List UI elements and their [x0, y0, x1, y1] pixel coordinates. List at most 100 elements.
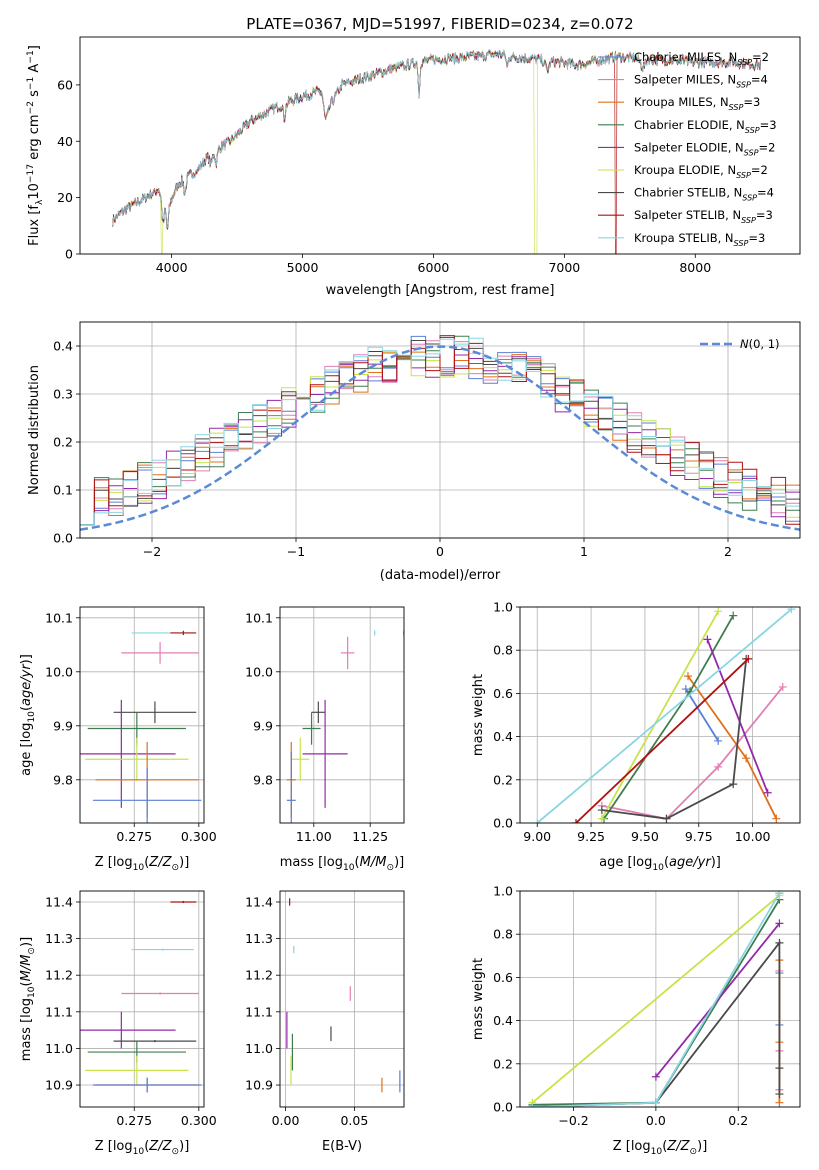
legend-entry: Chabrier ELODIE, NSSP=3: [634, 118, 777, 135]
errorbars: [80, 900, 202, 1093]
text-part: mass [log: [19, 998, 34, 1061]
x-tick-label: 0.0: [646, 1113, 666, 1128]
y-tick-label: 0.1: [53, 483, 73, 498]
y-tick-label: 0.8: [493, 643, 513, 658]
text-part: Kroupa STELIB, N: [634, 231, 734, 245]
legend-entry: Chabrier STELIB, NSSP=4: [634, 186, 774, 203]
y-axis-label: Flux [fλ10−17 erg cm−2 s−1 A−1]: [26, 45, 45, 246]
text-part: )]: [19, 654, 34, 664]
text-part: M/M: [19, 955, 34, 982]
weight-series-line: [601, 610, 719, 820]
y-tick-label: 11.0: [245, 1041, 273, 1056]
y-tick-label: 10.9: [245, 1078, 273, 1093]
y-axis-label: Normed distribution: [27, 365, 42, 495]
text-part: λ: [35, 199, 45, 205]
text-part: ⊙: [172, 1147, 180, 1157]
text-part: Kroupa MILES, N: [634, 95, 729, 109]
weight-point-marker: [597, 806, 606, 815]
weight-point-marker: [787, 607, 796, 614]
text-part: Z/Z: [666, 1139, 690, 1154]
weight-point-marker: [528, 1103, 537, 1107]
weight-point-marker: [744, 654, 753, 663]
legend-entry: Salpeter STELIB, NSSP=3: [634, 208, 773, 225]
y-tick-label: 11.2: [45, 968, 73, 983]
y-tick-label: 0.2: [53, 435, 73, 450]
spectrum-lines: [112, 49, 762, 254]
text-part: 10: [343, 863, 355, 873]
weight-point-marker: [772, 814, 781, 823]
weight-point-marker: [775, 891, 784, 898]
text-part: SSP: [736, 171, 751, 180]
weight-point-marker: [775, 938, 784, 947]
weight-point-marker: [729, 780, 738, 789]
x-axis-label: Z [log10(Z/Z⊙)]: [95, 1139, 190, 1157]
x-tick-label: 0: [436, 544, 444, 559]
text-part: Z [log: [95, 855, 133, 870]
text-part: Z/Z: [148, 855, 172, 870]
text-part: (: [19, 981, 34, 986]
legend-entry: Salpeter ELODIE, NSSP=2: [634, 140, 775, 157]
text-part: N: [740, 337, 749, 351]
axes-frame: [79, 321, 801, 539]
text-part: )]: [19, 937, 34, 947]
x-tick-label: 0.275: [116, 829, 152, 844]
x-tick-label: −2: [143, 544, 161, 559]
x-tick-label: 11.00: [296, 829, 332, 844]
x-axis-label: Z [log10(Z/Z⊙)]: [95, 855, 190, 873]
text-part: =4: [757, 186, 774, 200]
axes-frame: [79, 36, 801, 255]
errorbars: [286, 630, 404, 823]
normal-reference-curve: [80, 345, 800, 531]
text-part: )]: [179, 1139, 189, 1154]
text-part: SSP: [734, 239, 749, 248]
text-part: (: [19, 706, 34, 711]
weight-lines: [528, 891, 784, 1107]
y-tick-label: 40: [57, 134, 73, 149]
weight-point-marker: [775, 1090, 784, 1099]
weight-point-marker: [714, 607, 723, 616]
y-tick-label: 9.9: [253, 718, 273, 733]
weight-series-line: [531, 894, 780, 1104]
text-part: mass [log: [280, 855, 343, 870]
text-part: =3: [743, 95, 760, 109]
text-part: Salpeter STELIB, N: [634, 208, 741, 222]
legend-entry: Kroupa MILES, NSSP=3: [634, 95, 760, 112]
text-part: Z/Z: [148, 1139, 172, 1154]
x-tick-label: 0.00: [272, 1113, 300, 1128]
x-tick-label: 7000: [548, 260, 580, 275]
weight-lines: [533, 607, 796, 823]
text-part: 10: [133, 863, 145, 873]
weight-point-marker: [778, 682, 787, 691]
weight-point-marker: [714, 736, 723, 745]
text-part: (0, 1): [749, 337, 780, 351]
legend-entry: Salpeter MILES, NSSP=4: [634, 73, 768, 90]
legend-entry: Chabrier MILES, NSSP=2: [634, 50, 769, 67]
y-tick-label: 11.4: [45, 894, 73, 909]
text-part: ]: [27, 45, 42, 50]
weight-point-marker: [651, 1072, 660, 1081]
text-part: Chabrier STELIB, N: [634, 186, 742, 200]
text-part: )]: [697, 1139, 707, 1154]
weight-point-marker: [742, 754, 751, 763]
text-part: )]: [179, 855, 189, 870]
text-part: =2: [751, 163, 768, 177]
text-part: SSP: [741, 216, 756, 225]
y-tick-label: 20: [57, 190, 73, 205]
weight-series-line: [655, 922, 781, 1078]
text-part: 10: [651, 1147, 663, 1157]
y-tick-label: 0: [65, 247, 73, 262]
text-part: =2: [752, 50, 769, 64]
errorbars: [80, 630, 202, 823]
weight-series-line: [601, 686, 784, 820]
x-axis-label: Z [log10(Z/Z⊙)]: [613, 1139, 708, 1157]
legend-entry: Kroupa STELIB, NSSP=3: [634, 231, 765, 248]
x-tick-label: 5000: [287, 260, 319, 275]
x-axis-label: mass [log10(M/M⊙)]: [280, 855, 404, 873]
weight-point-marker: [763, 788, 772, 797]
x-tick-label: 9.25: [577, 829, 605, 844]
text-part: (: [664, 855, 669, 870]
text-part: SSP: [745, 126, 760, 135]
text-part: =2: [758, 140, 775, 154]
y-axis-label: mass [log10(M/M⊙)]: [19, 937, 37, 1061]
text-part: 10: [27, 183, 42, 200]
